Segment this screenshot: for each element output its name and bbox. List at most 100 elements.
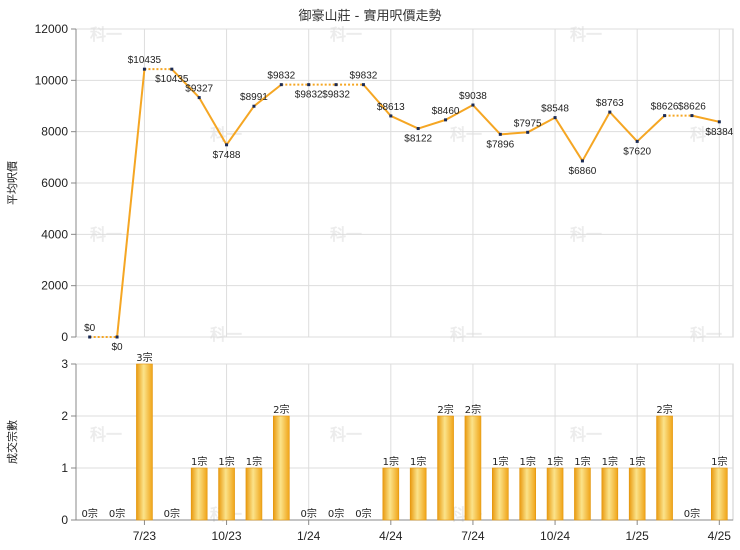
data-point: [389, 114, 393, 118]
bar-label: 1宗: [574, 455, 590, 468]
line-y-tick-label: 8000: [41, 125, 68, 139]
bar: [464, 415, 482, 521]
data-label: $0: [84, 323, 96, 334]
bar-label: 3宗: [136, 351, 152, 364]
bar-y-tick-label: 3: [61, 357, 68, 371]
data-label: $7975: [514, 118, 542, 129]
series-line-segment: [581, 111, 611, 162]
data-point: [416, 127, 420, 131]
x-tick-label: 1/24: [297, 529, 321, 543]
bar-label: 1宗: [246, 455, 262, 468]
data-point: [170, 67, 174, 71]
data-label: $7896: [486, 139, 514, 150]
series-line-segment: [609, 111, 638, 143]
x-tick-label: 7/23: [133, 529, 157, 543]
data-label: $9832: [267, 71, 295, 82]
bar-y-tick-label: 1: [61, 461, 68, 475]
bar-label: 1宗: [602, 455, 618, 468]
data-label: $7488: [213, 150, 241, 161]
data-point: [663, 114, 667, 118]
line-y-tick-label: 12000: [35, 22, 69, 36]
data-point: [197, 96, 201, 100]
x-tick-label: 4/25: [708, 529, 732, 543]
bar: [601, 467, 619, 521]
bar-label: 1宗: [547, 455, 563, 468]
data-label: $8763: [596, 98, 624, 109]
chart-title: 御豪山莊 - 實用呎價走勢: [299, 8, 442, 24]
bar-label: 0宗: [355, 507, 371, 520]
bar: [546, 467, 564, 521]
data-label: $8991: [240, 92, 268, 103]
bar-label: 1宗: [410, 455, 426, 468]
bar: [136, 363, 153, 521]
watermark-text: 科一: [450, 125, 482, 144]
x-tick-label: 10/24: [540, 529, 570, 543]
bar-label: 1宗: [218, 455, 234, 468]
x-tick-label: 4/24: [379, 529, 403, 543]
bar: [382, 467, 400, 521]
data-label: $0: [112, 342, 124, 353]
price-line-panel: 0 2000 4000 6000 8000 10000 12000 $0 $0 $10435 $10…: [35, 22, 734, 353]
data-point: [498, 132, 502, 136]
line-y-tick-label: 0: [61, 330, 68, 344]
watermark-text: 科一: [90, 425, 122, 444]
data-point: [307, 83, 311, 87]
series-line-segment: [417, 118, 446, 130]
bar: [628, 467, 646, 521]
bar-label: 2宗: [656, 403, 672, 416]
watermark-text: 科一: [570, 25, 602, 44]
data-point: [115, 335, 119, 339]
series-line-segment: [225, 105, 255, 146]
data-label: $8460: [432, 106, 460, 117]
watermark-text: 科一: [570, 425, 602, 444]
data-label: $8122: [404, 134, 432, 145]
bar: [273, 415, 290, 521]
series-line-segment: [253, 83, 282, 108]
bar: [711, 467, 728, 521]
data-point: [690, 114, 694, 118]
bar-y-tick-label: 2: [61, 409, 68, 423]
bar: [519, 467, 536, 521]
data-point: [580, 159, 584, 163]
data-point: [88, 335, 92, 339]
bar-label: 2宗: [273, 403, 289, 416]
data-point: [334, 83, 338, 87]
data-label: $10435: [128, 55, 162, 66]
bar-label: 0宗: [82, 507, 98, 520]
data-label: $6860: [569, 166, 597, 177]
bar-label: 1宗: [492, 455, 508, 468]
series-line-segment: [445, 104, 474, 121]
bar-label: 1宗: [191, 455, 207, 468]
series-line-segment: [636, 114, 666, 143]
x-tick-label: 1/25: [626, 529, 650, 543]
watermark-text: 科一: [90, 25, 122, 44]
watermark-text: 科一: [330, 425, 362, 444]
data-point: [279, 83, 283, 87]
bar: [437, 415, 454, 521]
data-label: $9832: [322, 90, 350, 101]
bar-y-tick-label: 0: [61, 513, 68, 527]
bar: [574, 467, 591, 521]
data-point: [471, 103, 475, 107]
bar-label: 2宗: [465, 403, 481, 416]
bar: [492, 467, 509, 521]
data-point: [361, 83, 365, 87]
data-label: $9832: [350, 71, 378, 82]
bar: [190, 467, 208, 521]
bar-label: 0宗: [684, 507, 700, 520]
bar-label: 1宗: [711, 455, 727, 468]
data-label: $9038: [459, 91, 487, 102]
data-point: [142, 67, 146, 71]
bar-label: 0宗: [328, 507, 344, 520]
data-point: [717, 120, 721, 124]
watermark-text: 科一: [690, 325, 722, 344]
series-line-segment: [198, 97, 228, 146]
watermark-text: 科一: [330, 25, 362, 44]
data-point: [252, 104, 256, 108]
bar-label: 0宗: [301, 507, 317, 520]
data-label: $8548: [541, 104, 569, 115]
data-point: [608, 110, 612, 114]
data-point: [635, 139, 639, 143]
data-point: [444, 118, 448, 122]
data-point: [553, 116, 557, 120]
